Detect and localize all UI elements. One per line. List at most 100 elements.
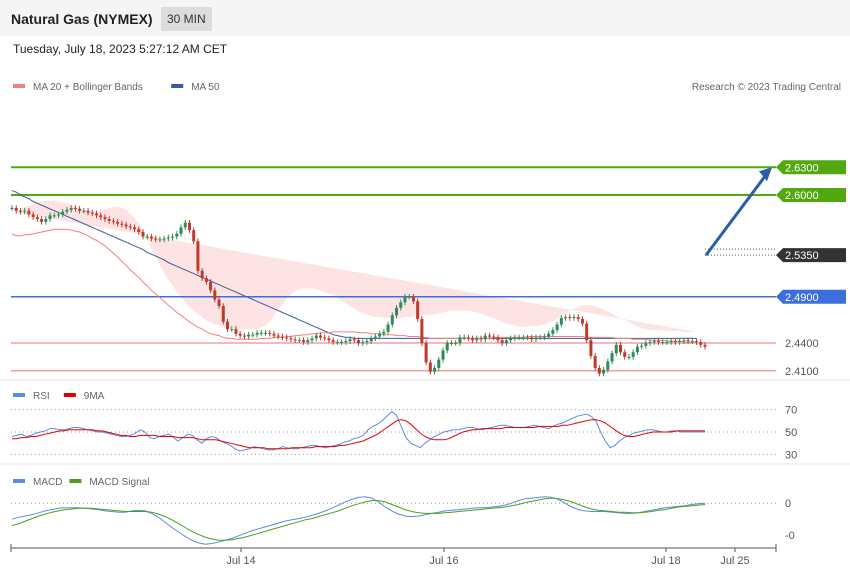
candle-body xyxy=(133,227,137,230)
time-tick-label: Jul 25 xyxy=(720,555,749,567)
candle-body xyxy=(703,344,707,347)
candle-body xyxy=(52,215,56,217)
candle-body xyxy=(420,318,424,343)
candle-body xyxy=(340,342,344,344)
candle-body xyxy=(27,210,31,215)
candle-body xyxy=(187,222,191,231)
candle-body xyxy=(449,343,453,344)
candle-body xyxy=(551,330,555,334)
timeframe-badge[interactable]: 30 MIN xyxy=(161,7,212,31)
candle-body xyxy=(699,342,703,345)
candle-body xyxy=(479,338,483,340)
candle-body xyxy=(534,337,538,340)
projection-arrowhead xyxy=(759,167,772,182)
candle-body xyxy=(665,342,669,344)
support-level-label: 2.4900 xyxy=(785,292,819,304)
legend-swatch xyxy=(69,479,82,483)
candle-body xyxy=(580,318,584,324)
candle-body xyxy=(496,337,500,341)
candle-body xyxy=(513,337,517,339)
current-price-tag xyxy=(776,248,846,263)
candle-body xyxy=(454,343,458,344)
timestamp: Tuesday, July 18, 2023 5:27:12 AM CET xyxy=(13,42,228,56)
candle-body xyxy=(264,332,268,334)
candle-body xyxy=(128,226,132,228)
candle-body xyxy=(86,210,90,213)
candle-body xyxy=(90,212,94,214)
candle-body xyxy=(31,214,35,218)
candle-body xyxy=(331,340,335,343)
candle-body xyxy=(272,333,276,336)
candle-body xyxy=(116,221,120,224)
candle-body xyxy=(521,337,525,339)
candle-body xyxy=(428,362,432,372)
candle-body xyxy=(141,232,145,237)
time-tick-label: Jul 18 xyxy=(651,555,680,567)
projection-arrow xyxy=(704,171,770,257)
candle-body xyxy=(314,335,318,339)
candle-body xyxy=(361,342,365,344)
candle-body xyxy=(335,342,339,344)
candle-body xyxy=(158,239,162,241)
candle-body xyxy=(695,341,699,343)
candle-body xyxy=(14,207,18,211)
candle-body xyxy=(65,209,69,212)
rsi-ma9-line xyxy=(12,419,705,450)
candle-body xyxy=(82,210,86,212)
candle-body xyxy=(407,296,411,298)
candle-body xyxy=(204,278,208,282)
legend-label: MA 20 + Bollinger Bands xyxy=(33,82,143,93)
candle-body xyxy=(10,207,14,209)
candle-body xyxy=(462,337,466,339)
candle-body xyxy=(657,341,661,343)
candle-body xyxy=(509,338,513,341)
candle-body xyxy=(44,219,48,222)
candle-body xyxy=(221,306,225,322)
rsi-tick-label: 30 xyxy=(785,449,797,461)
resistance-level-label: 2.6000 xyxy=(785,190,819,202)
candle-body xyxy=(120,223,124,225)
candle-body xyxy=(652,341,656,343)
candle-body xyxy=(327,338,331,341)
legend-swatch xyxy=(63,393,76,397)
resistance-level-tag xyxy=(776,160,846,175)
candle-body xyxy=(69,207,73,210)
candle-body xyxy=(18,210,22,212)
candle-body xyxy=(564,317,568,319)
candle-body xyxy=(95,213,99,216)
candle-body xyxy=(635,346,639,353)
candle-body xyxy=(48,215,52,220)
candle-body xyxy=(614,344,618,354)
macd-tick-label: -0 xyxy=(785,530,795,542)
candle-body xyxy=(297,340,301,342)
candle-body xyxy=(137,229,141,232)
candle-body xyxy=(686,340,690,342)
candle-body xyxy=(200,270,204,279)
support-level-label: 2.4400 xyxy=(785,338,819,350)
candle-body xyxy=(107,219,111,221)
candle-body xyxy=(230,329,234,331)
legend-label: RSI xyxy=(33,391,50,402)
candle-body xyxy=(124,224,128,227)
candle-body xyxy=(517,337,521,339)
candle-body xyxy=(166,237,170,239)
candle-body xyxy=(251,334,255,336)
candle-body xyxy=(149,236,153,239)
legend-label: MACD Signal xyxy=(89,477,149,488)
candle-body xyxy=(433,367,437,372)
candle-body xyxy=(378,333,382,337)
candle-body xyxy=(690,341,694,343)
legend-label: MA 50 xyxy=(191,82,220,93)
candle-body xyxy=(678,341,682,343)
support-level-label: 2.4100 xyxy=(785,366,819,378)
candle-body xyxy=(471,338,475,341)
rsi-tick-label: 70 xyxy=(785,405,797,417)
candle-body xyxy=(424,343,428,363)
legend-swatch xyxy=(171,84,184,88)
candle-body xyxy=(644,343,648,346)
candle-body xyxy=(247,334,251,337)
chart-header: Natural Gas (NYMEX) 30 MIN xyxy=(0,0,850,36)
candle-body xyxy=(627,356,631,358)
candle-body xyxy=(213,290,217,300)
